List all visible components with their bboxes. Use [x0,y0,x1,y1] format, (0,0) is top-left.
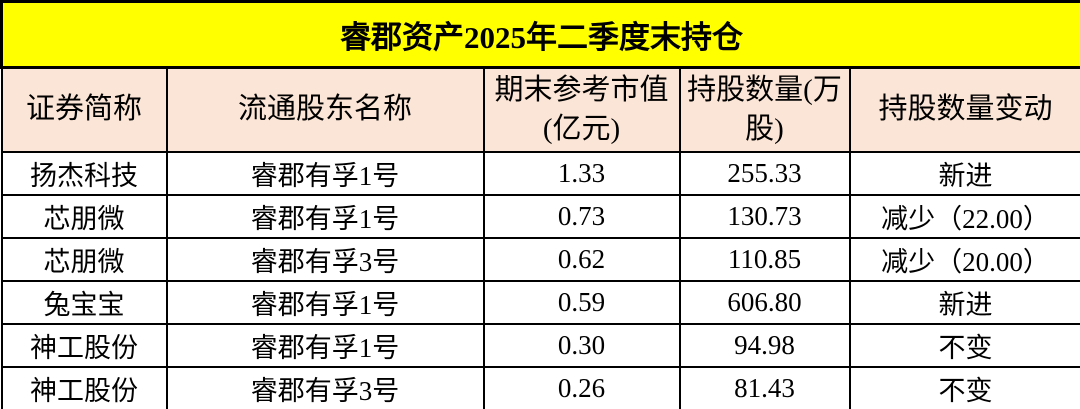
cell-holder-name: 睿郡有孚1号 [165,150,485,196]
cell-holder-name: 睿郡有孚3号 [165,236,485,282]
cell-market-value: 0.26 [482,365,681,409]
table-title: 睿郡资产2025年二季度末持仓 [0,0,1080,69]
cell-share-change: 不变 [848,322,1080,368]
cell-market-value: 0.62 [482,236,681,282]
table-title-row: 睿郡资产2025年二季度末持仓 [0,0,1080,69]
cell-stock-name: 神工股份 [0,322,168,368]
cell-share-count: 110.85 [678,236,851,282]
cell-holder-name: 睿郡有孚1号 [165,193,485,239]
cell-share-count: 130.73 [678,193,851,239]
table-row: 芯朋微 睿郡有孚1号 0.73 130.73 减少（22.00） [0,193,1080,239]
cell-share-change: 不变 [848,365,1080,409]
header-share-change: 持股数量变动 [848,66,1080,153]
cell-share-count: 255.33 [678,150,851,196]
cell-share-change: 减少（22.00） [848,193,1080,239]
header-stock-name: 证券简称 [0,66,168,153]
header-share-count: 持股数量(万股) [678,66,851,153]
table-header-row: 证券简称 流通股东名称 期末参考市值(亿元) 持股数量(万股) 持股数量变动 [0,66,1080,153]
cell-share-change: 新进 [848,279,1080,325]
table-row: 芯朋微 睿郡有孚3号 0.62 110.85 减少（20.00） [0,236,1080,282]
header-market-value: 期末参考市值(亿元) [482,66,681,153]
cell-share-count: 606.80 [678,279,851,325]
cell-stock-name: 扬杰科技 [0,150,168,196]
cell-holder-name: 睿郡有孚1号 [165,322,485,368]
cell-market-value: 0.30 [482,322,681,368]
table-row: 神工股份 睿郡有孚3号 0.26 81.43 不变 [0,365,1080,409]
table-row: 兔宝宝 睿郡有孚1号 0.59 606.80 新进 [0,279,1080,325]
cell-stock-name: 芯朋微 [0,193,168,239]
cell-share-change: 新进 [848,150,1080,196]
cell-stock-name: 神工股份 [0,365,168,409]
cell-share-change: 减少（20.00） [848,236,1080,282]
table-row: 扬杰科技 睿郡有孚1号 1.33 255.33 新进 [0,150,1080,196]
cell-stock-name: 兔宝宝 [0,279,168,325]
cell-stock-name: 芯朋微 [0,236,168,282]
cell-market-value: 0.59 [482,279,681,325]
cell-market-value: 0.73 [482,193,681,239]
cell-market-value: 1.33 [482,150,681,196]
cell-share-count: 81.43 [678,365,851,409]
cell-share-count: 94.98 [678,322,851,368]
cell-holder-name: 睿郡有孚3号 [165,365,485,409]
header-holder-name: 流通股东名称 [165,66,485,153]
cell-holder-name: 睿郡有孚1号 [165,279,485,325]
table-row: 神工股份 睿郡有孚1号 0.30 94.98 不变 [0,322,1080,368]
